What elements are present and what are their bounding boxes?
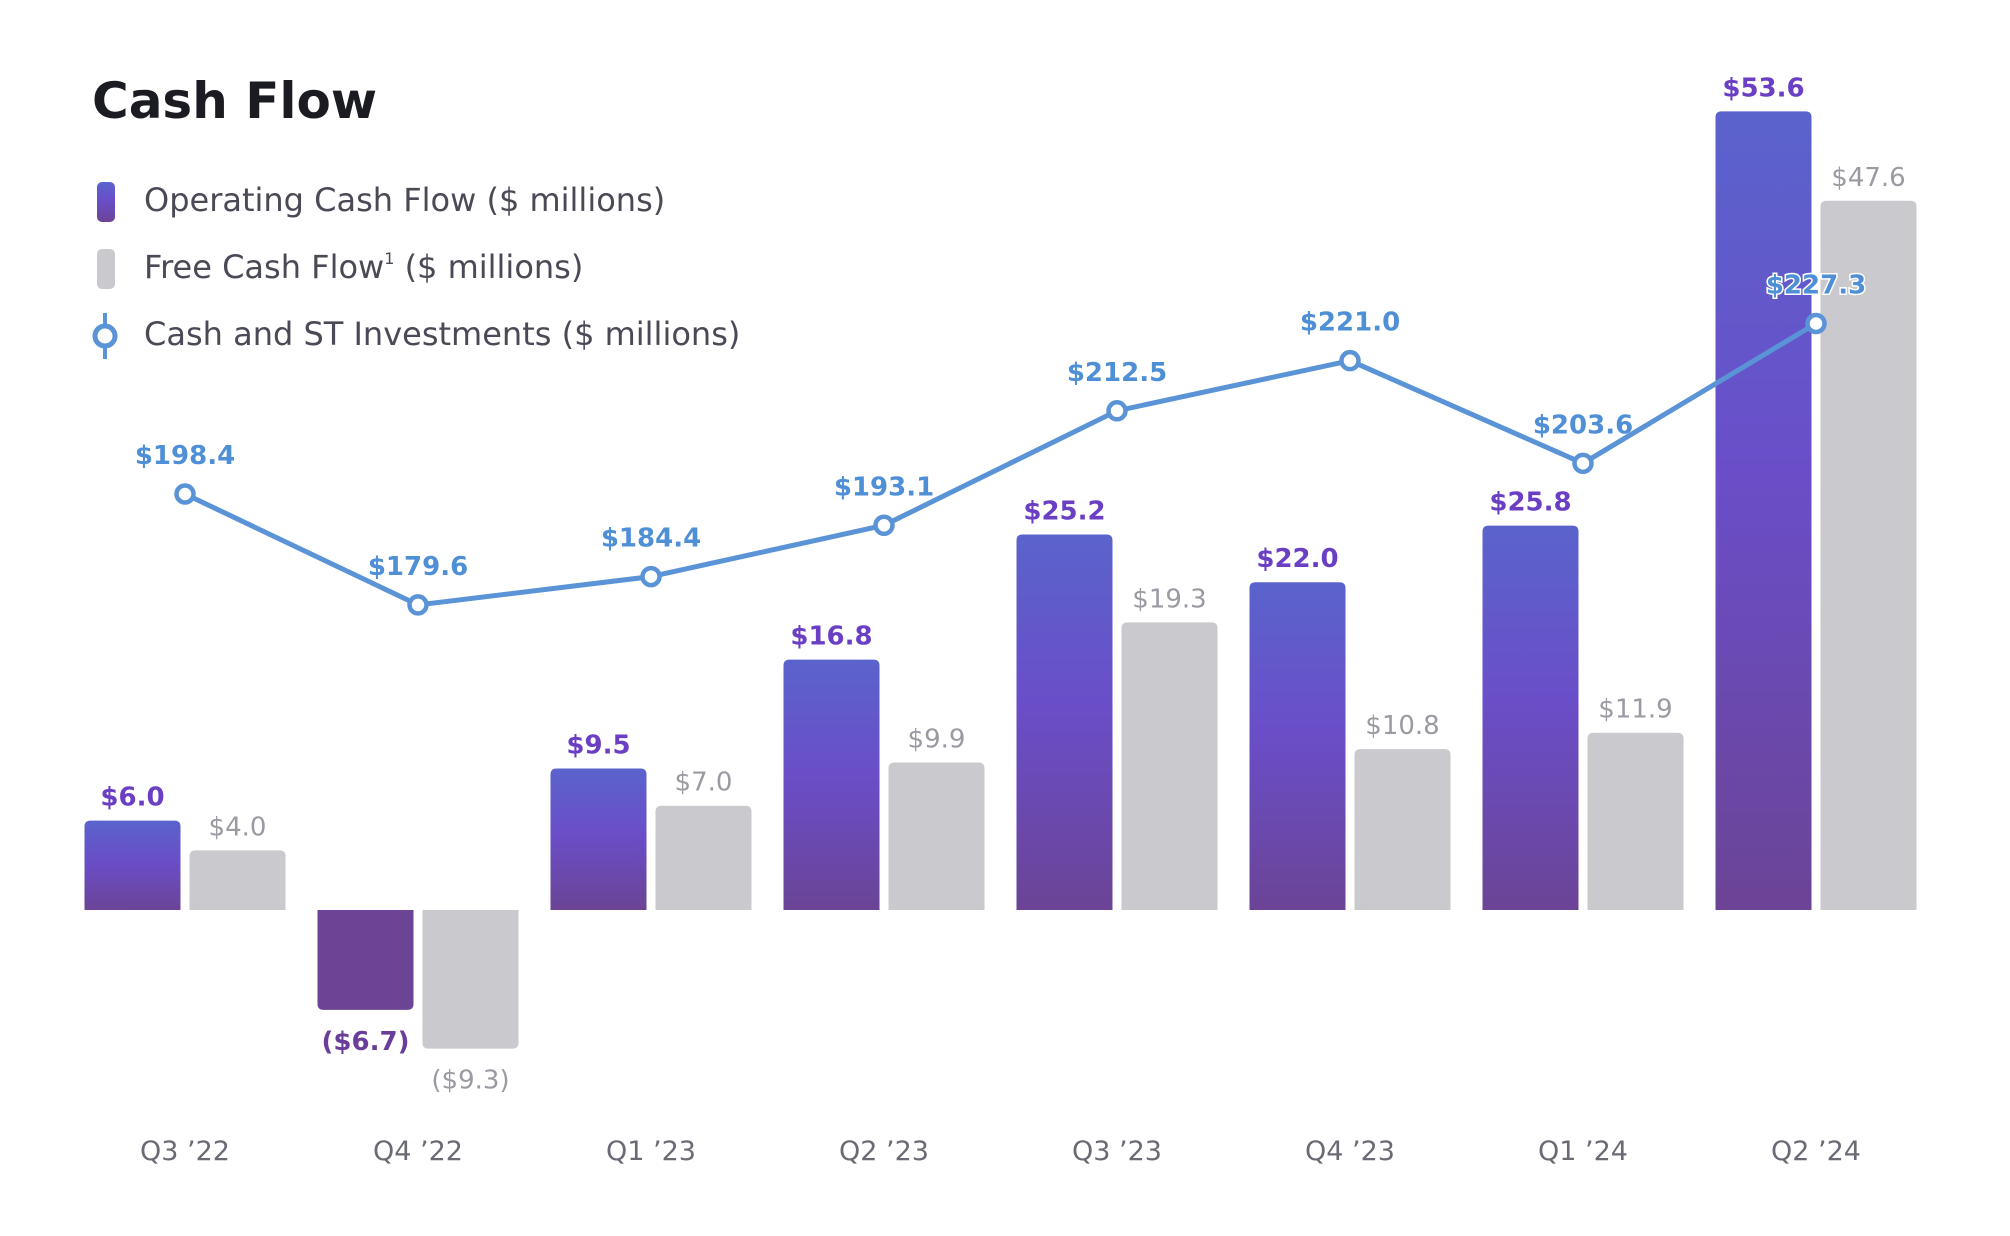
operating-cash-flow-bar xyxy=(1016,534,1113,910)
legend-label-cash-line: Cash and ST Investments ($ millions) xyxy=(144,315,740,353)
free-cash-flow-data-label: $47.6 xyxy=(1831,163,1905,193)
free-cash-flow-bar xyxy=(189,850,286,910)
operating-cash-flow-bar xyxy=(783,659,880,910)
x-axis-tick-label: Q1 ’24 xyxy=(1538,1136,1628,1167)
free-cash-flow-bar xyxy=(1354,749,1451,910)
operating-cash-flow-data-label: $25.8 xyxy=(1489,488,1571,518)
x-axis-tick-label: Q4 ’22 xyxy=(373,1136,463,1167)
cash-line-data-label: $198.4 xyxy=(135,441,235,471)
cash-line-data-label: $193.1 xyxy=(834,472,934,502)
x-axis-tick-label: Q2 ’23 xyxy=(839,1136,929,1167)
free-cash-flow-bar xyxy=(655,805,752,910)
operating-cash-flow-data-label: $25.2 xyxy=(1023,497,1105,527)
bars-layer xyxy=(84,111,1917,1049)
cash-line-data-label: $203.6 xyxy=(1533,410,1633,440)
x-axis-tick-label: Q2 ’24 xyxy=(1771,1136,1861,1167)
cash-line-point xyxy=(1339,349,1361,372)
x-axis-tick-label: Q3 ’23 xyxy=(1072,1136,1162,1167)
operating-cash-flow-bar xyxy=(1249,582,1346,910)
legend-label-free-cash-flow-suffix: ($ millions) xyxy=(394,248,583,286)
labels-layer: $6.0 $4.0 Q3 ’22 ($6.7) ($9.3) Q4 ’22 $9.5 $7.0… xyxy=(100,73,1905,1167)
legend-swatch-operating xyxy=(97,182,115,222)
free-cash-flow-bar xyxy=(1121,622,1218,910)
cash-line-data-label: $221.0 xyxy=(1300,308,1400,338)
operating-cash-flow-data-label: $6.0 xyxy=(100,783,164,813)
chart-title: Cash Flow xyxy=(92,72,377,130)
free-cash-flow-data-label: $10.8 xyxy=(1365,711,1439,741)
free-cash-flow-data-label: $9.9 xyxy=(908,724,966,754)
free-cash-flow-bar xyxy=(1820,200,1917,910)
cash-line-data-label: $227.3 xyxy=(1766,270,1866,300)
x-axis-tick-label: Q3 ’22 xyxy=(140,1136,230,1167)
operating-cash-flow-bar xyxy=(1715,111,1812,911)
legend-label-free-cash-flow: Free Cash Flow1 ($ millions) xyxy=(144,248,583,286)
operating-cash-flow-data-label: ($6.7) xyxy=(322,1027,410,1057)
operating-cash-flow-bar xyxy=(550,768,647,910)
cash-line-point xyxy=(407,594,429,616)
free-cash-flow-data-label: ($9.3) xyxy=(431,1066,509,1096)
free-cash-flow-bar xyxy=(888,762,985,910)
x-axis-tick-label: Q1 ’23 xyxy=(606,1136,696,1167)
operating-cash-flow-data-label: $53.6 xyxy=(1722,73,1804,103)
free-cash-flow-data-label: $19.3 xyxy=(1132,584,1206,614)
operating-cash-flow-bar xyxy=(317,910,414,1010)
cash-line-point xyxy=(1106,400,1128,422)
cash-line-data-label: $179.6 xyxy=(368,552,468,582)
legend-swatch-free-cash-flow xyxy=(97,249,115,289)
free-cash-flow-data-label: $4.0 xyxy=(209,812,267,842)
legend-label-operating: Operating Cash Flow ($ millions) xyxy=(144,181,665,219)
cash-line-data-label: $184.4 xyxy=(601,524,701,554)
operating-cash-flow-bar xyxy=(1482,525,1579,910)
cash-line-data-label: $212.5 xyxy=(1067,358,1167,388)
cash-line-point xyxy=(174,483,196,505)
cash-line-point xyxy=(873,514,895,537)
free-cash-flow-data-label: $7.0 xyxy=(675,768,733,798)
cash-line-point xyxy=(1805,312,1827,335)
free-cash-flow-bar xyxy=(422,910,519,1049)
cash-line-point xyxy=(640,565,662,588)
legend-marker-cash-line xyxy=(92,313,118,359)
legend-label-free-cash-flow-superscript: 1 xyxy=(384,249,394,268)
operating-cash-flow-bar xyxy=(84,820,181,910)
x-axis-tick-label: Q4 ’23 xyxy=(1305,1136,1395,1167)
operating-cash-flow-data-label: $16.8 xyxy=(790,622,872,652)
operating-cash-flow-data-label: $22.0 xyxy=(1256,544,1338,574)
free-cash-flow-data-label: $11.9 xyxy=(1598,695,1672,725)
free-cash-flow-bar xyxy=(1587,732,1684,910)
cash-line-layer: $198.4 $179.6 $184.4 $193.1 $212.5 $221.0 $203… xyxy=(135,269,1868,616)
legend-label-free-cash-flow-name: Free Cash Flow xyxy=(144,248,384,286)
operating-cash-flow-data-label: $9.5 xyxy=(566,730,630,760)
cash-and-st-investments-line xyxy=(182,320,1819,608)
legend: Operating Cash Flow ($ millions) Free Ca… xyxy=(92,181,740,359)
cash-line-point xyxy=(1572,452,1594,475)
